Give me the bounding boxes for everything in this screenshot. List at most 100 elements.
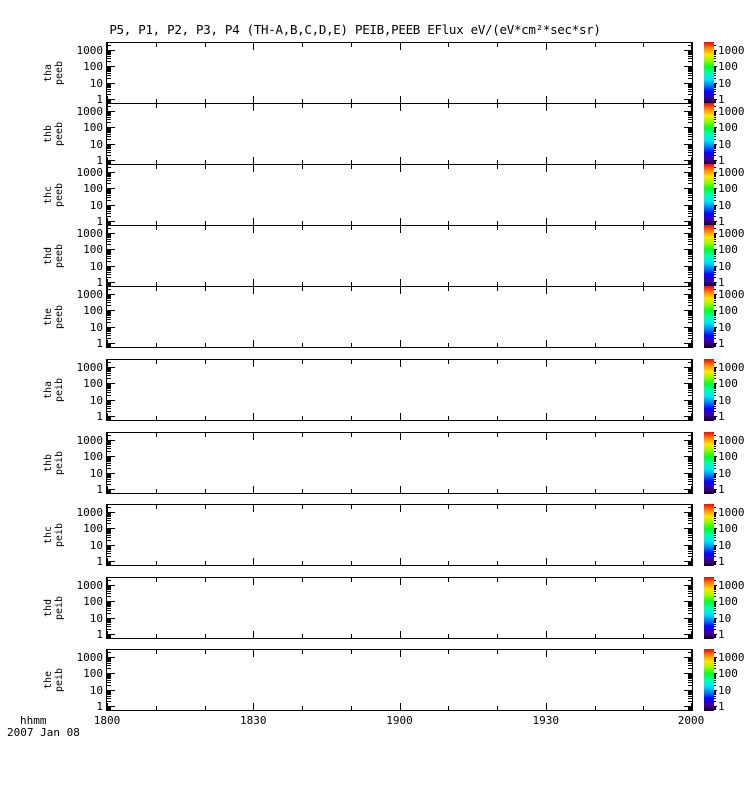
y-minor-tick	[107, 605, 111, 607]
x-major-tick	[253, 279, 255, 286]
y-minor-tick	[107, 626, 111, 628]
y-minor-tick	[688, 161, 692, 163]
colorbar-minor-tick	[714, 386, 716, 388]
x-major-tick	[253, 703, 255, 710]
colorbar-minor-tick	[714, 460, 716, 462]
colorbar-tick-label: 10	[718, 198, 732, 212]
y-major-tick	[107, 456, 115, 457]
y-major-tick	[107, 528, 115, 529]
y-minor-tick	[107, 691, 111, 693]
colorbar-minor-tick	[714, 361, 716, 363]
colorbar-minor-tick	[714, 481, 716, 483]
x-major-tick	[691, 218, 692, 225]
y-minor-tick	[107, 418, 111, 420]
x-major-tick	[545, 631, 547, 638]
x-minor-tick	[497, 489, 498, 493]
y-minor-tick	[688, 660, 692, 662]
y-minor-tick	[107, 515, 111, 517]
y-minor-tick	[107, 609, 111, 611]
colorbar-minor-tick	[714, 589, 716, 591]
x-minor-tick	[350, 160, 352, 164]
y-minor-tick	[688, 441, 692, 443]
y-minor-tick	[688, 52, 692, 54]
y-minor-tick	[688, 196, 692, 198]
y-minor-tick	[107, 384, 111, 386]
colorbar-minor-tick	[714, 373, 716, 375]
y-minor-tick	[107, 114, 111, 116]
x-minor-tick	[302, 104, 303, 108]
x-minor-tick	[594, 634, 596, 638]
x-minor-tick	[350, 104, 352, 108]
y-minor-tick	[107, 147, 111, 149]
x-minor-tick	[350, 43, 352, 47]
colorbar-minor-tick	[714, 408, 716, 410]
x-tick-label: 1930	[532, 714, 560, 727]
x-minor-tick	[204, 416, 206, 420]
y-minor-tick	[688, 101, 692, 103]
x-minor-tick	[350, 287, 352, 291]
colorbar-tick-label: 1	[718, 628, 725, 641]
y-minor-tick	[688, 694, 692, 696]
y-minor-tick	[107, 513, 111, 515]
y-minor-tick	[688, 707, 692, 709]
x-minor-tick	[594, 561, 596, 565]
y-minor-tick	[688, 456, 692, 458]
colorbar-minor-tick	[714, 213, 716, 215]
y-minor-tick	[688, 539, 692, 541]
y-major-tick	[107, 160, 115, 161]
x-minor-tick	[594, 226, 596, 230]
y-minor-tick	[107, 162, 111, 164]
colorbar-minor-tick	[714, 451, 716, 453]
colorbar-minor-tick	[714, 693, 716, 695]
y-minor-tick	[107, 585, 111, 587]
y-minor-tick	[107, 283, 111, 285]
y-minor-tick	[688, 194, 692, 196]
y-minor-tick	[688, 268, 692, 270]
y-minor-tick	[107, 369, 111, 371]
colorbar-major-tick	[714, 544, 717, 546]
colorbar-minor-tick	[714, 663, 716, 665]
colorbar-minor-tick	[714, 56, 716, 58]
y-minor-tick	[688, 691, 692, 693]
colorbar-tick-label: 1	[718, 337, 725, 350]
y-minor-tick	[688, 173, 692, 175]
y-minor-tick	[688, 621, 692, 623]
y-minor-tick	[107, 194, 111, 196]
y-minor-tick	[107, 464, 111, 466]
colorbar-major-tick	[714, 343, 717, 344]
y-minor-tick	[107, 378, 111, 380]
colorbar-minor-tick	[714, 221, 716, 223]
colorbar-minor-tick	[714, 166, 716, 168]
y-minor-tick	[107, 192, 111, 194]
x-major-tick	[545, 157, 547, 164]
y-minor-tick	[107, 675, 111, 677]
probe-name-label: tha	[43, 380, 54, 400]
colorbar-minor-tick	[714, 467, 716, 469]
panel-plot-area	[106, 577, 693, 639]
y-minor-tick	[107, 589, 111, 591]
y-minor-tick	[107, 87, 111, 89]
y-minor-tick	[688, 605, 692, 607]
x-minor-tick	[155, 282, 157, 286]
colorbar-tick-label: 1000	[718, 433, 745, 447]
y-major-tick	[107, 617, 115, 619]
y-minor-tick	[688, 112, 692, 114]
colorbar-minor-tick	[714, 534, 716, 536]
x-major-tick	[253, 505, 255, 512]
y-minor-tick	[688, 316, 692, 318]
y-major-tick	[107, 282, 115, 283]
x-minor-tick	[448, 160, 450, 164]
y-minor-tick	[688, 144, 692, 146]
y-minor-tick	[107, 690, 111, 692]
y-minor-tick	[107, 223, 111, 225]
colorbar-minor-tick	[714, 530, 716, 532]
y-minor-tick	[107, 677, 111, 679]
y-minor-tick	[688, 528, 692, 530]
colorbar-minor-tick	[714, 199, 716, 201]
y-minor-tick	[107, 676, 111, 678]
y-minor-tick	[688, 665, 692, 667]
x-major-tick	[691, 578, 692, 585]
y-minor-tick	[688, 298, 692, 300]
x-major-tick	[545, 558, 547, 565]
y-major-tick	[107, 561, 115, 562]
